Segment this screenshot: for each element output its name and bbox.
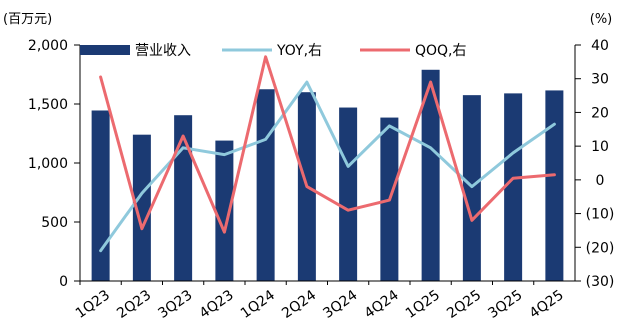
left-axis-ticks: 0 500 1,000 1,500 2,000 bbox=[28, 38, 80, 290]
left-tick-label: 500 bbox=[41, 215, 68, 231]
right-tick-label: 40 bbox=[591, 38, 609, 54]
right-tick-label: (30) bbox=[586, 274, 615, 290]
right-axis-unit: (%) bbox=[590, 12, 613, 27]
x-tick-label: 2Q24 bbox=[279, 287, 319, 322]
legend-label: 营业收入 bbox=[135, 43, 191, 59]
x-tick-label: 3Q24 bbox=[320, 287, 360, 322]
right-tick-label: 10 bbox=[591, 139, 609, 155]
x-tick-label: 4Q25 bbox=[527, 287, 567, 322]
bar bbox=[132, 134, 151, 281]
left-tick-label: 1,000 bbox=[28, 156, 68, 172]
legend: 营业收入 YOY,右 QOQ,右 bbox=[80, 43, 467, 59]
bar bbox=[545, 90, 564, 282]
right-tick-label: (20) bbox=[586, 240, 615, 256]
x-tick-label: 2Q25 bbox=[444, 287, 484, 322]
x-tick-label: 1Q23 bbox=[73, 287, 113, 322]
right-axis-ticks: (30) (20) (10) 0 10 20 30 40 bbox=[575, 38, 614, 290]
x-tick-label: 4Q24 bbox=[362, 287, 402, 322]
bar bbox=[256, 89, 275, 281]
bar bbox=[339, 107, 358, 281]
left-axis-unit: (百万元) bbox=[3, 12, 52, 27]
bar-series bbox=[91, 69, 564, 282]
bar bbox=[91, 110, 110, 282]
legend-label: QOQ,右 bbox=[415, 43, 467, 59]
bar bbox=[504, 93, 523, 281]
x-axis-ticks: 1Q23 2Q23 3Q23 4Q23 1Q24 2Q24 3Q24 4Q24 1Q25 2Q25… bbox=[73, 281, 567, 322]
line-series-path bbox=[99, 80, 556, 253]
bar bbox=[421, 69, 440, 281]
line-series bbox=[99, 55, 556, 253]
x-tick-label: 4Q23 bbox=[197, 287, 237, 322]
legend-label: YOY,右 bbox=[276, 43, 322, 59]
left-tick-label: 1,500 bbox=[28, 97, 68, 113]
left-tick-label: 0 bbox=[59, 274, 68, 290]
left-tick-label: 2,000 bbox=[28, 38, 68, 54]
right-tick-label: (10) bbox=[586, 207, 615, 223]
line-series-path bbox=[99, 55, 556, 234]
right-tick-label: 20 bbox=[591, 105, 609, 121]
legend-swatch bbox=[80, 45, 130, 55]
x-tick-label: 3Q25 bbox=[485, 287, 525, 322]
right-tick-label: 0 bbox=[596, 173, 605, 189]
bar bbox=[174, 115, 193, 282]
right-tick-label: 30 bbox=[591, 72, 609, 88]
x-tick-label: 2Q23 bbox=[114, 287, 154, 322]
bar bbox=[215, 140, 234, 281]
x-tick-label: 3Q23 bbox=[155, 287, 195, 322]
x-tick-label: 1Q24 bbox=[238, 287, 278, 322]
x-tick-label: 1Q25 bbox=[403, 287, 443, 322]
